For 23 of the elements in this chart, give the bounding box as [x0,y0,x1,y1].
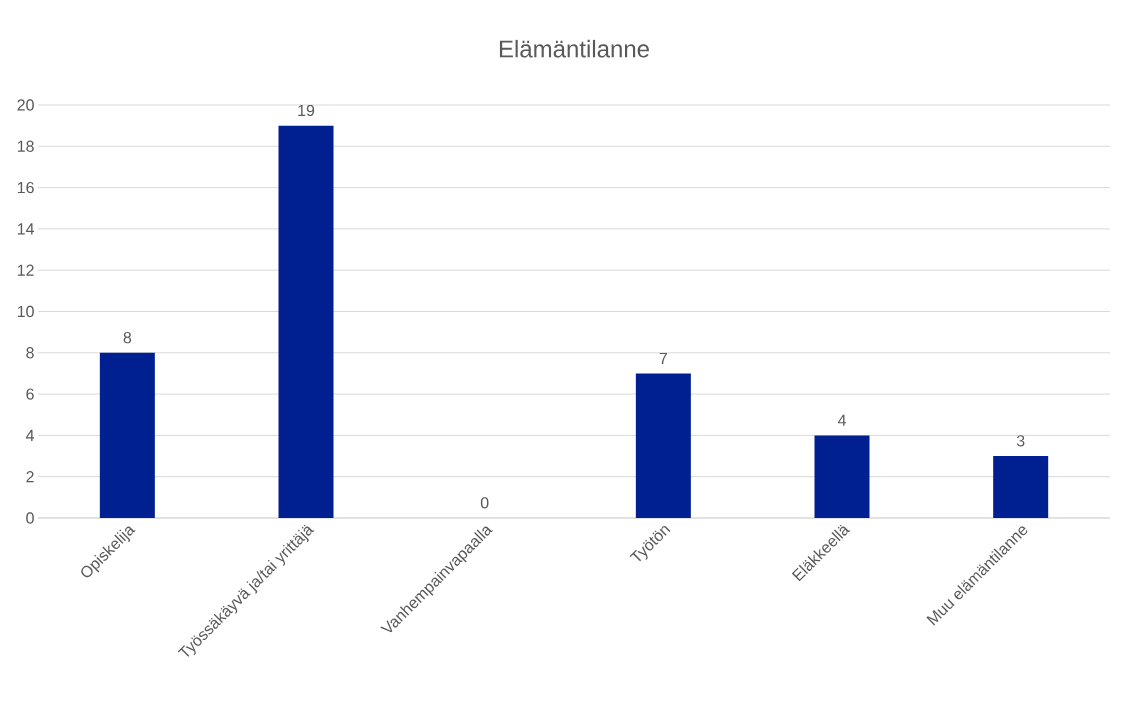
data-label: 4 [837,414,846,426]
data-label: 0 [480,497,489,509]
data-label: 7 [659,352,667,364]
bar [278,125,334,518]
y-tick-label: 6 [26,388,34,400]
data-label: 8 [123,331,132,344]
y-tick-label: 2 [26,471,34,483]
bar [635,373,691,518]
chart-title: Elämäntilanne [499,39,649,58]
y-tick-label: 10 [17,305,34,318]
y-tick-label: 4 [25,429,35,441]
y-tick-label: 14 [17,223,35,235]
data-label: 19 [298,104,315,117]
bar [993,456,1049,518]
y-tick-label: 0 [26,512,34,524]
y-tick-label: 18 [17,140,34,152]
bar [99,352,155,518]
y-tick-label: 12 [17,264,34,276]
data-label: 3 [1016,435,1025,447]
y-tick-label: 8 [26,347,34,359]
y-tick-label: 20 [17,99,34,111]
y-tick-label: 16 [17,181,34,194]
bar [814,435,870,518]
